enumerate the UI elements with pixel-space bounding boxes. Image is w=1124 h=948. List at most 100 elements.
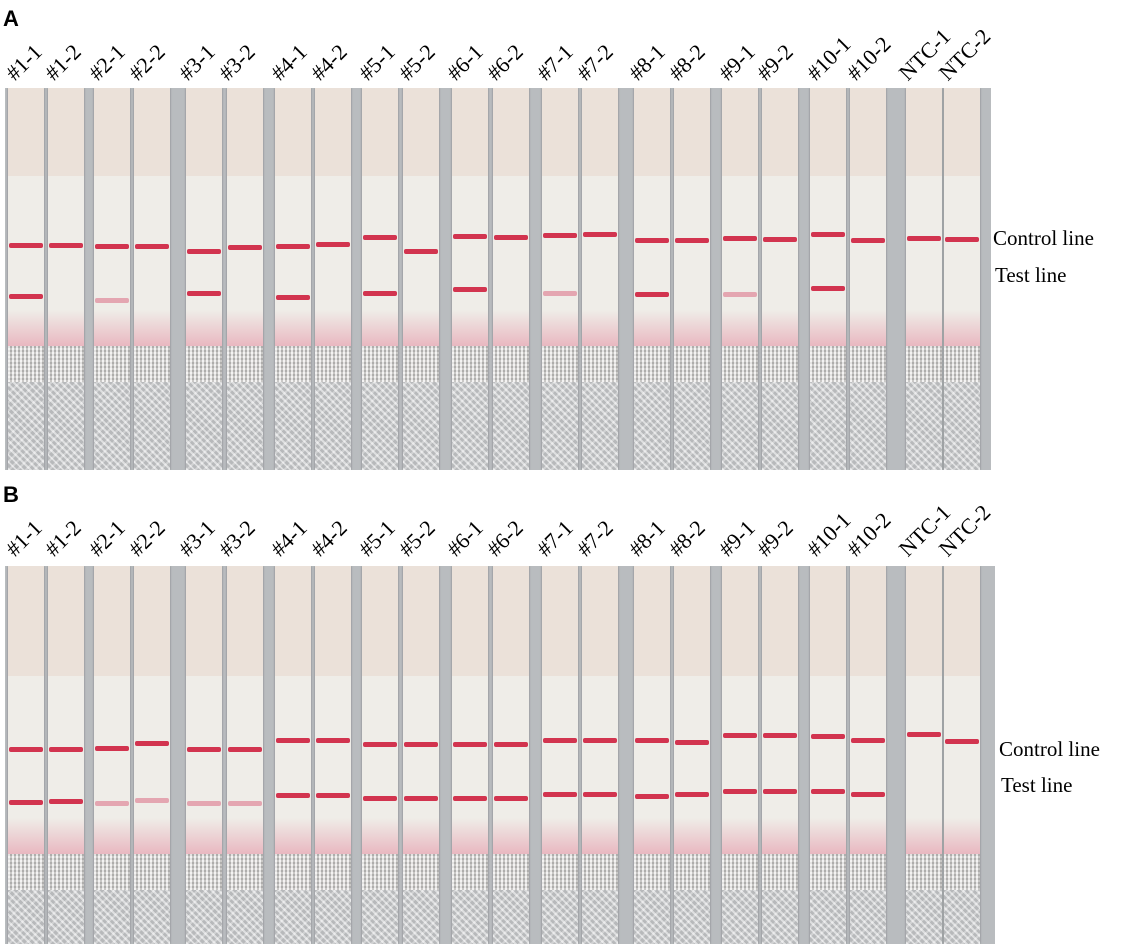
test-line bbox=[276, 793, 310, 798]
control-line bbox=[763, 237, 797, 242]
sample-pad-edge bbox=[906, 854, 942, 890]
sample-stain bbox=[275, 310, 311, 346]
panel-a-strip-label: #5-1 bbox=[353, 39, 400, 86]
sample-stain bbox=[850, 818, 886, 854]
panel-b-test-strip bbox=[403, 566, 439, 944]
conjugate-pad bbox=[810, 566, 846, 677]
panel-b-test-strip bbox=[134, 566, 170, 944]
sample-stain bbox=[810, 310, 846, 346]
panel-a-test-strip bbox=[722, 88, 758, 470]
sample-pad-edge bbox=[810, 346, 846, 382]
conjugate-pad bbox=[403, 566, 439, 677]
sample-stain bbox=[762, 818, 798, 854]
sample-pad-edge bbox=[582, 346, 618, 382]
panel-b-test-strip bbox=[275, 566, 311, 944]
panel-b-strip-label: #6-1 bbox=[441, 515, 488, 562]
panel-a-test-strip bbox=[582, 88, 618, 470]
control-line bbox=[763, 733, 797, 738]
sample-stain bbox=[906, 818, 942, 854]
test-line bbox=[723, 789, 757, 794]
control-line bbox=[135, 244, 169, 249]
control-line bbox=[811, 734, 845, 739]
test-line bbox=[494, 796, 528, 801]
sample-stain bbox=[582, 310, 618, 346]
test-line bbox=[635, 794, 669, 799]
control-line bbox=[135, 741, 169, 746]
panel-a-test-strip bbox=[850, 88, 886, 470]
panel-a-test-strip bbox=[227, 88, 263, 470]
conjugate-pad bbox=[674, 88, 710, 177]
sample-pad-edge bbox=[944, 854, 980, 890]
sample-stain bbox=[403, 310, 439, 346]
sample-stain bbox=[94, 818, 130, 854]
sample-stain bbox=[674, 818, 710, 854]
panel-b-test-strip bbox=[452, 566, 488, 944]
control-line bbox=[583, 738, 617, 743]
control-line bbox=[675, 740, 709, 745]
panel-b-letter: B bbox=[3, 482, 19, 507]
conjugate-pad bbox=[48, 566, 84, 677]
sample-stain bbox=[944, 310, 980, 346]
sample-pad-edge bbox=[227, 854, 263, 890]
conjugate-pad bbox=[186, 566, 222, 677]
control-line bbox=[404, 742, 438, 747]
test-line bbox=[453, 796, 487, 801]
panel-b-strip-label: #5-2 bbox=[393, 515, 440, 562]
control-line bbox=[228, 747, 262, 752]
panel-a-test-strip bbox=[762, 88, 798, 470]
panel-a-strip-label: #4-2 bbox=[305, 39, 352, 86]
panel-a-strip-label: #7-2 bbox=[571, 39, 618, 86]
conjugate-pad bbox=[315, 566, 351, 677]
control-line bbox=[851, 238, 885, 243]
sample-pad-edge bbox=[315, 854, 351, 890]
conjugate-pad bbox=[275, 566, 311, 677]
panel-b-test-line-label: Test line bbox=[1001, 773, 1073, 797]
test-line bbox=[543, 792, 577, 797]
sample-stain bbox=[362, 310, 398, 346]
sample-stain bbox=[582, 818, 618, 854]
control-line bbox=[276, 244, 310, 249]
sample-pad-edge bbox=[48, 854, 84, 890]
panel-b-strip-label: #4-2 bbox=[305, 515, 352, 562]
sample-pad-edge bbox=[493, 854, 529, 890]
panel-a-test-strip bbox=[403, 88, 439, 470]
control-line bbox=[95, 746, 129, 751]
conjugate-pad bbox=[634, 566, 670, 677]
conjugate-pad bbox=[722, 566, 758, 677]
panel-b-test-strip bbox=[493, 566, 529, 944]
control-line bbox=[316, 738, 350, 743]
sample-stain bbox=[315, 818, 351, 854]
control-line bbox=[49, 243, 83, 248]
test-line bbox=[228, 801, 262, 806]
test-line bbox=[404, 796, 438, 801]
control-line bbox=[811, 232, 845, 237]
conjugate-pad bbox=[275, 88, 311, 177]
sample-stain bbox=[542, 310, 578, 346]
conjugate-pad bbox=[850, 88, 886, 177]
sample-stain bbox=[403, 818, 439, 854]
panel-b-test-strip bbox=[8, 566, 44, 944]
control-line bbox=[635, 738, 669, 743]
sample-pad-edge bbox=[762, 854, 798, 890]
control-line bbox=[228, 245, 262, 250]
sample-pad-edge bbox=[582, 854, 618, 890]
panel-a-test-strip bbox=[275, 88, 311, 470]
panel-b-strip-label: #1-2 bbox=[39, 515, 86, 562]
sample-stain bbox=[493, 310, 529, 346]
test-line bbox=[763, 789, 797, 794]
sample-stain bbox=[227, 310, 263, 346]
sample-pad-edge bbox=[362, 346, 398, 382]
test-line bbox=[851, 792, 885, 797]
sample-pad-edge bbox=[944, 346, 980, 382]
conjugate-pad bbox=[582, 88, 618, 177]
conjugate-pad bbox=[8, 88, 44, 177]
panel-b-strip-label: #7-1 bbox=[531, 515, 578, 562]
sample-pad-edge bbox=[8, 854, 44, 890]
panel-b-strip-label: #3-1 bbox=[173, 515, 220, 562]
conjugate-pad bbox=[227, 88, 263, 177]
panel-b-strip-label: #8-2 bbox=[663, 515, 710, 562]
control-line bbox=[453, 742, 487, 747]
conjugate-pad bbox=[722, 88, 758, 177]
conjugate-pad bbox=[452, 88, 488, 177]
